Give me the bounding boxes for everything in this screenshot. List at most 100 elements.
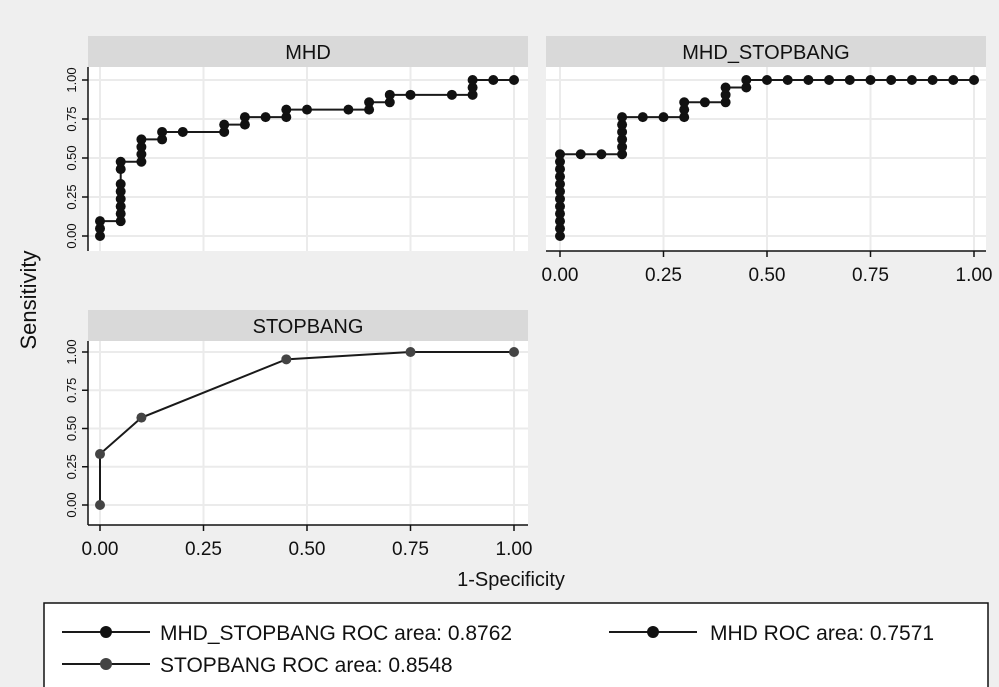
data-point (488, 75, 499, 85)
data-point (762, 75, 772, 85)
data-point (405, 89, 416, 100)
y-tick-label: 0.25 (64, 184, 79, 209)
data-point (115, 201, 126, 212)
y-tick-label: 0.75 (64, 106, 79, 131)
data-point (95, 231, 105, 241)
x-tick-label: 1.00 (956, 265, 993, 286)
data-point (555, 164, 565, 175)
data-point (467, 89, 478, 100)
data-point (741, 75, 752, 85)
data-point (679, 97, 690, 108)
data-point (384, 89, 395, 100)
data-point (782, 75, 793, 85)
y-tick-label: 0.00 (64, 223, 79, 248)
data-point (927, 75, 938, 85)
data-point (617, 119, 628, 130)
panel-title: STOPBANG (253, 316, 364, 338)
data-point (136, 141, 147, 152)
panel-header (88, 310, 528, 341)
data-point (555, 223, 565, 234)
panel-title: MHD_STOPBANG (682, 42, 849, 64)
data-point (617, 134, 628, 145)
data-point (157, 134, 168, 145)
data-point (555, 208, 565, 219)
y-axis: 0.00 0.25 0.50 0.75 1.00 (64, 339, 89, 525)
data-point (157, 126, 168, 137)
grid-lines (88, 67, 528, 251)
legend-item-mhd: MHD ROC area: 0.7571 (609, 622, 934, 645)
data-point (364, 97, 375, 108)
data-point (509, 347, 519, 357)
y-tick-label: 1.00 (64, 67, 79, 92)
data-point (617, 126, 628, 137)
legend-label: STOPBANG ROC area: 0.8548 (160, 654, 453, 677)
data-point (555, 231, 565, 241)
y-tick-label: 0.00 (64, 492, 79, 517)
x-tick-label: 1.00 (496, 539, 533, 560)
y-tick-label: 0.50 (64, 416, 79, 441)
data-point (844, 75, 855, 85)
y-axis-title: Sensitivity (16, 250, 41, 349)
x-tick-label: 0.75 (392, 539, 429, 560)
data-point (115, 156, 126, 167)
data-point (115, 216, 126, 227)
data-point (969, 75, 979, 85)
data-point (906, 75, 917, 85)
legend-swatch-marker (100, 658, 112, 670)
data-point (555, 149, 565, 160)
data-point (509, 75, 519, 85)
legend: MHD_STOPBANG ROC area: 0.8762 MHD ROC ar… (43, 602, 989, 687)
data-point (679, 104, 690, 115)
panel-title: MHD (285, 42, 331, 64)
data-point (596, 149, 607, 160)
data-point (555, 216, 565, 227)
data-point (446, 89, 457, 100)
data-point (948, 75, 959, 85)
panel-mhd: MHD 0.00 0.25 0.50 0.75 1.00 (64, 36, 528, 251)
legend-swatch-marker (647, 626, 659, 638)
data-point (617, 112, 628, 123)
data-point (555, 156, 565, 167)
data-point (405, 347, 416, 357)
legend-item-stopbang: STOPBANG ROC area: 0.8548 (62, 654, 453, 677)
data-point (281, 354, 292, 365)
data-point (720, 82, 731, 93)
data-point (115, 164, 126, 175)
data-point (177, 126, 188, 137)
x-tick-label: 0.50 (289, 539, 326, 560)
x-axis-title: 1-Specificity (457, 569, 565, 591)
data-point (617, 141, 628, 152)
data-point (637, 112, 648, 123)
x-tick-label: 0.00 (82, 539, 119, 560)
data-point (555, 171, 565, 182)
x-tick-label: 0.00 (542, 265, 579, 286)
data-point (658, 112, 669, 123)
data-point (699, 97, 710, 108)
data-point (555, 179, 565, 190)
data-point (115, 208, 126, 219)
roc-curve (99, 351, 514, 505)
data-point (260, 112, 271, 123)
panel-stopbang: STOPBANG 0.000.250.500.751.00 0.00 0.25 0.… (64, 310, 532, 560)
data-point (575, 149, 586, 160)
data-point (95, 223, 105, 234)
data-point (115, 186, 126, 197)
y-tick-label: 0.50 (64, 145, 79, 170)
data-point (302, 104, 312, 115)
y-tick-label: 0.25 (64, 454, 79, 479)
data-point (343, 104, 354, 115)
panel-header (88, 36, 528, 67)
x-tick-label: 0.50 (749, 265, 786, 286)
data-point (679, 112, 690, 123)
data-point (364, 104, 375, 115)
panel-header (546, 36, 986, 67)
data-point (136, 149, 147, 160)
data-point (555, 186, 565, 197)
x-axis: 0.00 0.25 0.50 0.75 1.00 (82, 524, 533, 560)
x-tick-label: 0.75 (852, 265, 889, 286)
data-point (555, 201, 565, 212)
data-point (95, 449, 105, 460)
data-point (95, 500, 105, 510)
data-point (720, 89, 731, 100)
